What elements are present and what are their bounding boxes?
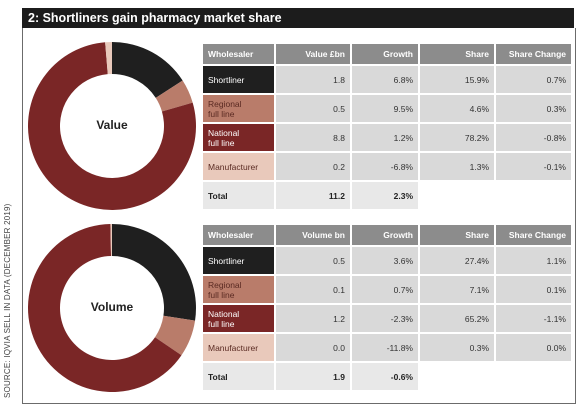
wholesaler-name-cell: National full line <box>203 124 274 151</box>
header-growth: Growth <box>352 225 418 245</box>
donut-slice-manufacturer <box>110 224 112 257</box>
volume-table-header: Wholesaler Volume bn Growth Share Share … <box>203 225 571 245</box>
table-row: Regional full line 0.1 0.7% 7.1% 0.1% <box>203 276 571 303</box>
donut-slice-national-full-line <box>28 42 197 211</box>
empty-cell <box>496 182 571 209</box>
amount-cell: 1.2 <box>276 305 350 332</box>
amount-cell: 0.5 <box>276 95 350 122</box>
amount-cell: 0.0 <box>276 334 350 361</box>
total-amount-cell: 11.2 <box>276 182 350 209</box>
share-cell: 27.4% <box>420 247 494 274</box>
share-cell: 7.1% <box>420 276 494 303</box>
growth-cell: 9.5% <box>352 95 418 122</box>
table-row: Manufacturer 0.2 -6.8% 1.3% -0.1% <box>203 153 571 180</box>
volume-table: Wholesaler Volume bn Growth Share Share … <box>201 223 573 392</box>
volume-donut-label: Volume <box>90 300 134 314</box>
amount-cell: 0.2 <box>276 153 350 180</box>
wholesaler-name-cell: Manufacturer <box>203 153 274 180</box>
table-row: Manufacturer 0.0 -11.8% 0.3% 0.0% <box>203 334 571 361</box>
amount-cell: 1.8 <box>276 66 350 93</box>
wholesaler-name-cell: Manufacturer <box>203 334 274 361</box>
amount-cell: 0.5 <box>276 247 350 274</box>
share-cell: 78.2% <box>420 124 494 151</box>
table-row: National full line 8.8 1.2% 78.2% -0.8% <box>203 124 571 151</box>
empty-cell <box>496 363 571 390</box>
share-cell: 0.3% <box>420 334 494 361</box>
share-cell: 15.9% <box>420 66 494 93</box>
header-wholesaler: Wholesaler <box>203 44 274 64</box>
header-value: Value £bn <box>276 44 350 64</box>
growth-cell: -6.8% <box>352 153 418 180</box>
value-donut-chart <box>28 42 197 211</box>
share-change-cell: 0.7% <box>496 66 571 93</box>
value-donut-label: Value <box>96 118 128 132</box>
share-change-cell: 0.0% <box>496 334 571 361</box>
share-cell: 65.2% <box>420 305 494 332</box>
amount-cell: 0.1 <box>276 276 350 303</box>
volume-donut-chart <box>27 224 196 392</box>
donut-slice-shortliner <box>112 224 196 321</box>
header-wholesaler: Wholesaler <box>203 225 274 245</box>
growth-cell: 1.2% <box>352 124 418 151</box>
wholesaler-name-cell: Shortliner <box>203 66 274 93</box>
value-table: Wholesaler Value £bn Growth Share Share … <box>201 42 573 211</box>
share-change-cell: -0.1% <box>496 153 571 180</box>
source-note: SOURCE: IQVIA SELL IN DATA (DECEMBER 201… <box>3 203 12 398</box>
donut-slice-national-full-line <box>27 224 182 392</box>
empty-cell <box>420 363 494 390</box>
share-change-cell: -1.1% <box>496 305 571 332</box>
table-row: Shortliner 1.8 6.8% 15.9% 0.7% <box>203 66 571 93</box>
share-cell: 1.3% <box>420 153 494 180</box>
growth-cell: -2.3% <box>352 305 418 332</box>
share-cell: 4.6% <box>420 95 494 122</box>
empty-cell <box>420 182 494 209</box>
share-change-cell: 1.1% <box>496 247 571 274</box>
value-table-header: Wholesaler Value £bn Growth Share Share … <box>203 44 571 64</box>
total-amount-cell: 1.9 <box>276 363 350 390</box>
wholesaler-name-cell: Regional full line <box>203 276 274 303</box>
table-row: Regional full line 0.5 9.5% 4.6% 0.3% <box>203 95 571 122</box>
total-growth-cell: 2.3% <box>352 182 418 209</box>
wholesaler-name-cell: Regional full line <box>203 95 274 122</box>
wholesaler-name-cell: National full line <box>203 305 274 332</box>
header-share-change: Share Change <box>496 44 571 64</box>
donut-slice-manufacturer <box>105 42 112 75</box>
donut-slice-regional-full-line <box>155 80 193 112</box>
wholesaler-name-cell: Shortliner <box>203 247 274 274</box>
growth-cell: -11.8% <box>352 334 418 361</box>
header-growth: Growth <box>352 44 418 64</box>
total-growth-cell: -0.6% <box>352 363 418 390</box>
header-share-change: Share Change <box>496 225 571 245</box>
amount-cell: 8.8 <box>276 124 350 151</box>
table-row: Shortliner 0.5 3.6% 27.4% 1.1% <box>203 247 571 274</box>
total-row: Total 1.9 -0.6% <box>203 363 571 390</box>
growth-cell: 0.7% <box>352 276 418 303</box>
share-change-cell: 0.1% <box>496 276 571 303</box>
total-label-cell: Total <box>203 182 274 209</box>
header-share: Share <box>420 44 494 64</box>
chart-frame <box>22 28 576 404</box>
growth-cell: 6.8% <box>352 66 418 93</box>
share-change-cell: -0.8% <box>496 124 571 151</box>
donut-slice-regional-full-line <box>155 315 196 356</box>
header-volume: Volume bn <box>276 225 350 245</box>
donut-slice-shortliner <box>112 42 183 98</box>
total-row: Total 11.2 2.3% <box>203 182 571 209</box>
total-label-cell: Total <box>203 363 274 390</box>
share-change-cell: 0.3% <box>496 95 571 122</box>
chart-title: 2: Shortliners gain pharmacy market shar… <box>22 8 574 28</box>
growth-cell: 3.6% <box>352 247 418 274</box>
header-share: Share <box>420 225 494 245</box>
table-row: National full line 1.2 -2.3% 65.2% -1.1% <box>203 305 571 332</box>
